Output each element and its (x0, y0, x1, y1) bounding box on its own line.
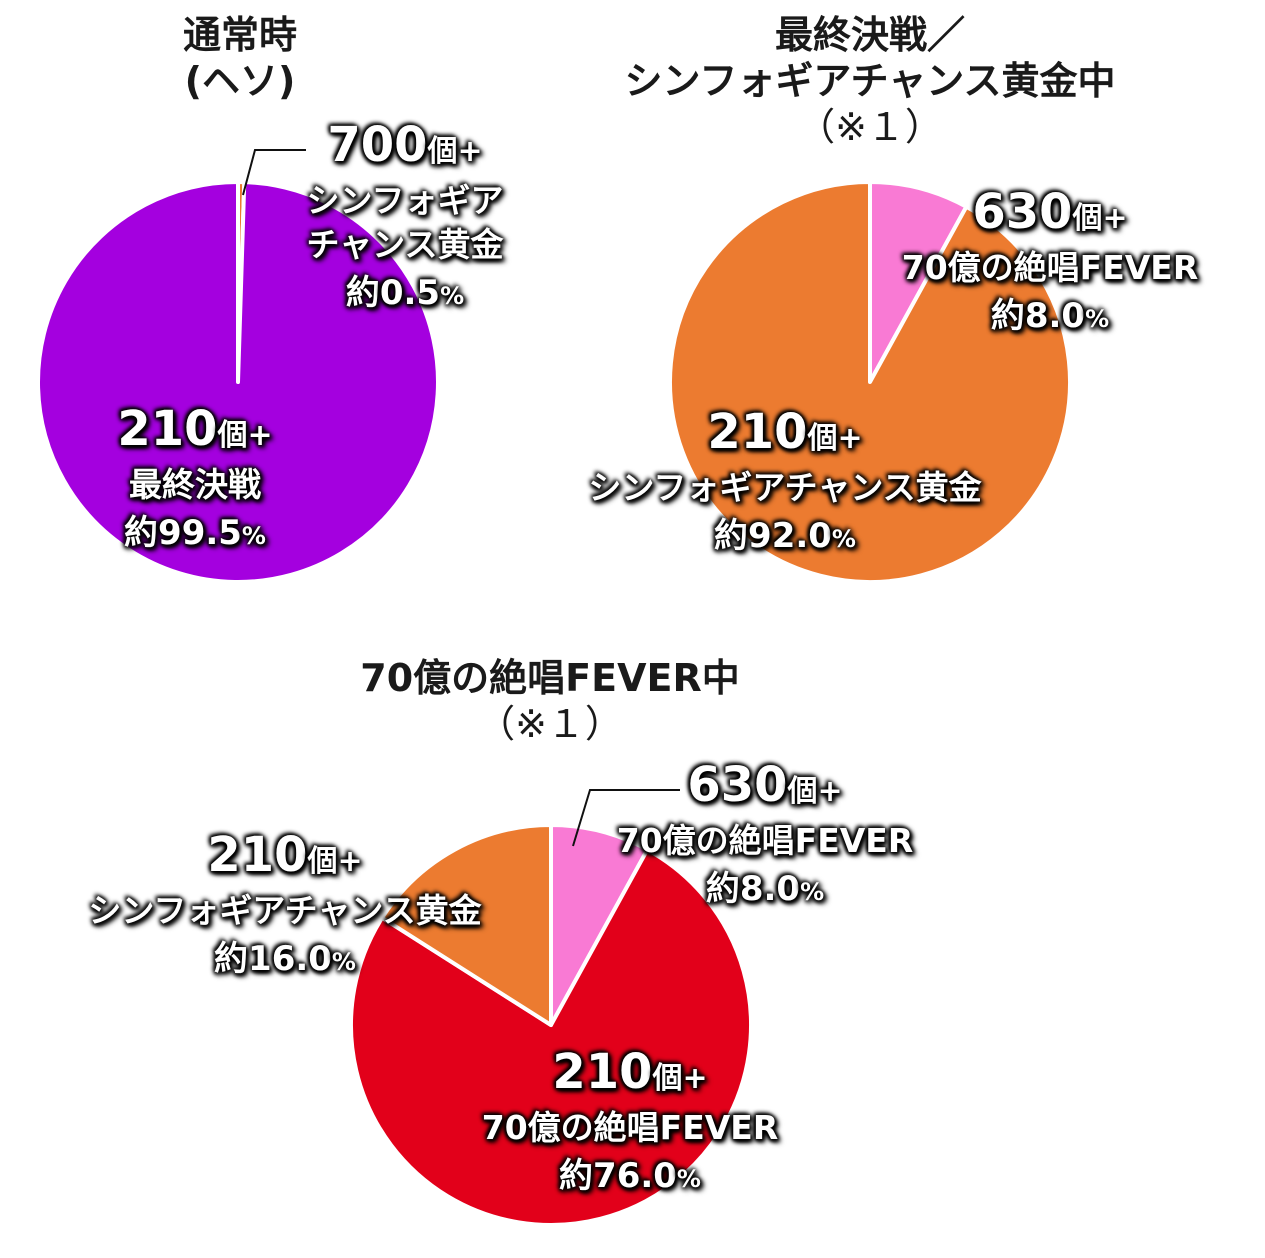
chart2-slice2-unit: 個+ (807, 421, 863, 456)
chart2-title-line1: 最終決戦／ (774, 13, 965, 57)
chart2-title-line3: （※１） (797, 105, 943, 149)
chart1-slice1-pct-prefix: 約 (124, 513, 159, 553)
pie-chart-3 (349, 823, 753, 1227)
chart1-slice2-name-l2: チャンス黄金 (306, 225, 504, 264)
chart1-slice2-name-l1: シンフォギア (306, 181, 504, 220)
chart2-slice-2 (668, 180, 1072, 584)
chart3-title: 70億の絶唱FEVER中 （※１） (250, 655, 850, 747)
chart3-slice-2 (349, 847, 753, 1227)
chart2-slice1-name: 70億の絶唱FEVER (901, 248, 1199, 287)
chart1-title-line2: (ヘソ) (184, 59, 296, 103)
chart2-slice1-pct-sign: % (1085, 305, 1110, 333)
chart3-slice1-unit: 個+ (787, 774, 843, 809)
chart1-slice2-count-line: 700個+ (270, 118, 540, 179)
chart3-leader-line (572, 789, 680, 847)
pie-chart-1 (35, 180, 440, 584)
chart3-slice3-pct-value: 16.0 (248, 939, 332, 979)
chart3-slice2-pct-value: 76.0 (593, 1156, 677, 1196)
chart3-title-line2: （※１） (477, 702, 623, 746)
chart1-slice-1 (35, 180, 440, 584)
chart3-slice1-count: 630 (687, 757, 788, 813)
chart2-slice-label-large: 210個+ シンフォギアチャンス黄金 約92.0% (530, 405, 1040, 565)
chart1-slice1-unit: 個+ (217, 418, 273, 453)
chart2-slice2-pct-value: 92.0 (748, 516, 832, 556)
chart1-slice-label-small: 700個+ シンフォギア チャンス黄金 約0.5% (270, 118, 540, 322)
chart3-slice3-pct-sign: % (331, 948, 356, 976)
chart2-slice1-pct-prefix: 約 (990, 296, 1025, 336)
chart3-slice1-pct-prefix: 約 (705, 869, 740, 909)
chart2-slice2-name: シンフォギアチャンス黄金 (588, 468, 982, 507)
chart3-slice1-percent: 約8.0% (590, 863, 940, 918)
chart3-slice3-unit: 個+ (307, 844, 363, 879)
chart3-slice2-pct-sign: % (676, 1165, 701, 1193)
chart2-slice1-pct-value: 8.0 (1024, 296, 1086, 336)
chart1-slice1-count-line: 210個+ (70, 402, 320, 463)
chart2-slice2-count: 210 (707, 404, 808, 460)
chart3-slice1-name: 70億の絶唱FEVER (616, 821, 914, 860)
chart2-title: 最終決戦／ シンフォギアチャンス黄金中 （※１） (520, 12, 1220, 150)
chart3-slice3-pct-prefix: 約 (214, 939, 249, 979)
chart3-slice-3 (380, 823, 553, 1027)
chart2-slice1-unit: 個+ (1072, 201, 1128, 236)
chart2-slice1-count: 630 (972, 184, 1073, 240)
chart1-leader-line (242, 149, 306, 196)
chart3-slice2-unit: 個+ (652, 1061, 708, 1096)
chart1-slice1-pct-value: 99.5 (158, 513, 242, 553)
pie-chart-2 (668, 180, 1072, 584)
chart3-slice3-name: シンフォギアチャンス黄金 (88, 891, 482, 930)
chart1-slice1-pct-sign: % (241, 522, 266, 550)
chart1-slice1-name: 最終決戦 (129, 465, 261, 504)
chart1-title: 通常時 (ヘソ) (90, 12, 390, 104)
chart2-slice2-pct-prefix: 約 (714, 516, 749, 556)
chart1-slice1-count: 210 (117, 401, 218, 457)
chart2-title-line2: シンフォギアチャンス黄金中 (624, 59, 1116, 103)
chart1-title-line1: 通常時 (182, 13, 297, 57)
chart1-slice2-pct-sign: % (440, 282, 465, 310)
chart3-slice1-count-line: 630個+ (590, 758, 940, 819)
chart1-slice-label-large: 210個+ 最終決戦 約99.5% (70, 402, 320, 562)
chart3-slice2-name: 70億の絶唱FEVER (481, 1108, 779, 1147)
chart1-slice2-percent: 約0.5% (270, 267, 540, 322)
chart2-slice-label-small: 630個+ 70億の絶唱FEVER 約8.0% (880, 185, 1220, 345)
chart3-slice2-percent: 約76.0% (455, 1150, 805, 1205)
chart2-slice1-count-line: 630個+ (880, 185, 1220, 246)
chart2-slice2-count-line: 210個+ (530, 405, 1040, 466)
chart3-slice3-count: 210 (207, 827, 308, 883)
chart3-slice-label-fever-small: 630個+ 70億の絶唱FEVER 約8.0% (590, 758, 940, 918)
chart3-title-line1: 70億の絶唱FEVER中 (360, 656, 740, 700)
chart3-slice3-percent: 約16.0% (30, 933, 540, 988)
chart1-slice2-unit: 個+ (427, 134, 483, 169)
chart1-slice2-count: 700 (327, 117, 428, 173)
chart3-slice3-count-line: 210個+ (30, 828, 540, 889)
chart3-slice1-pct-sign: % (800, 878, 825, 906)
chart3-slice-label-orange: 210個+ シンフォギアチャンス黄金 約16.0% (30, 828, 540, 988)
chart3-slice2-pct-prefix: 約 (559, 1156, 594, 1196)
chart2-slice2-percent: 約92.0% (530, 510, 1040, 565)
chart1-slice2-pct-value: 0.5 (379, 273, 441, 313)
chart2-slice1-percent: 約8.0% (880, 290, 1220, 345)
chart3-slice2-count-line: 210個+ (455, 1045, 805, 1106)
chart3-slice2-count: 210 (552, 1044, 653, 1100)
chart2-slice2-pct-sign: % (831, 525, 856, 553)
chart3-slice1-pct-value: 8.0 (739, 869, 801, 909)
chart1-slice1-percent: 約99.5% (70, 507, 320, 562)
chart1-slice2-pct-prefix: 約 (345, 273, 380, 313)
chart3-slice-label-red: 210個+ 70億の絶唱FEVER 約76.0% (455, 1045, 805, 1205)
